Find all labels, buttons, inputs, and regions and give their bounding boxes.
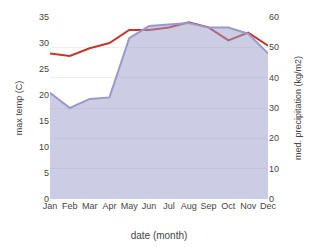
svg-text:med. precipitation (kg/m2): med. precipitation (kg/m2): [293, 56, 303, 160]
svg-text:25: 25: [39, 64, 49, 74]
svg-text:35: 35: [39, 12, 49, 22]
svg-text:date (month): date (month): [131, 230, 188, 241]
svg-text:40: 40: [269, 73, 279, 83]
svg-text:Jan: Jan: [43, 201, 58, 211]
svg-text:May: May: [121, 201, 139, 211]
svg-text:20: 20: [39, 90, 49, 100]
svg-text:Feb: Feb: [62, 201, 78, 211]
svg-text:Mar: Mar: [82, 201, 98, 211]
svg-text:0: 0: [44, 194, 49, 204]
svg-text:20: 20: [269, 133, 279, 143]
svg-text:50: 50: [269, 42, 279, 52]
svg-text:Jul: Jul: [163, 201, 175, 211]
svg-text:30: 30: [269, 103, 279, 113]
svg-text:15: 15: [39, 116, 49, 126]
svg-text:max temp (C): max temp (C): [14, 81, 24, 136]
svg-text:5: 5: [44, 168, 49, 178]
svg-text:Sep: Sep: [201, 201, 217, 211]
svg-text:Oct: Oct: [221, 201, 236, 211]
svg-text:Apr: Apr: [102, 201, 116, 211]
svg-text:Jun: Jun: [142, 201, 157, 211]
svg-text:30: 30: [39, 38, 49, 48]
svg-text:Nov: Nov: [240, 201, 257, 211]
svg-text:60: 60: [269, 12, 279, 22]
svg-text:10: 10: [269, 164, 279, 174]
svg-text:Aug: Aug: [181, 201, 197, 211]
svg-text:0: 0: [269, 194, 274, 204]
svg-text:10: 10: [39, 142, 49, 152]
svg-text:Dec: Dec: [260, 201, 277, 211]
